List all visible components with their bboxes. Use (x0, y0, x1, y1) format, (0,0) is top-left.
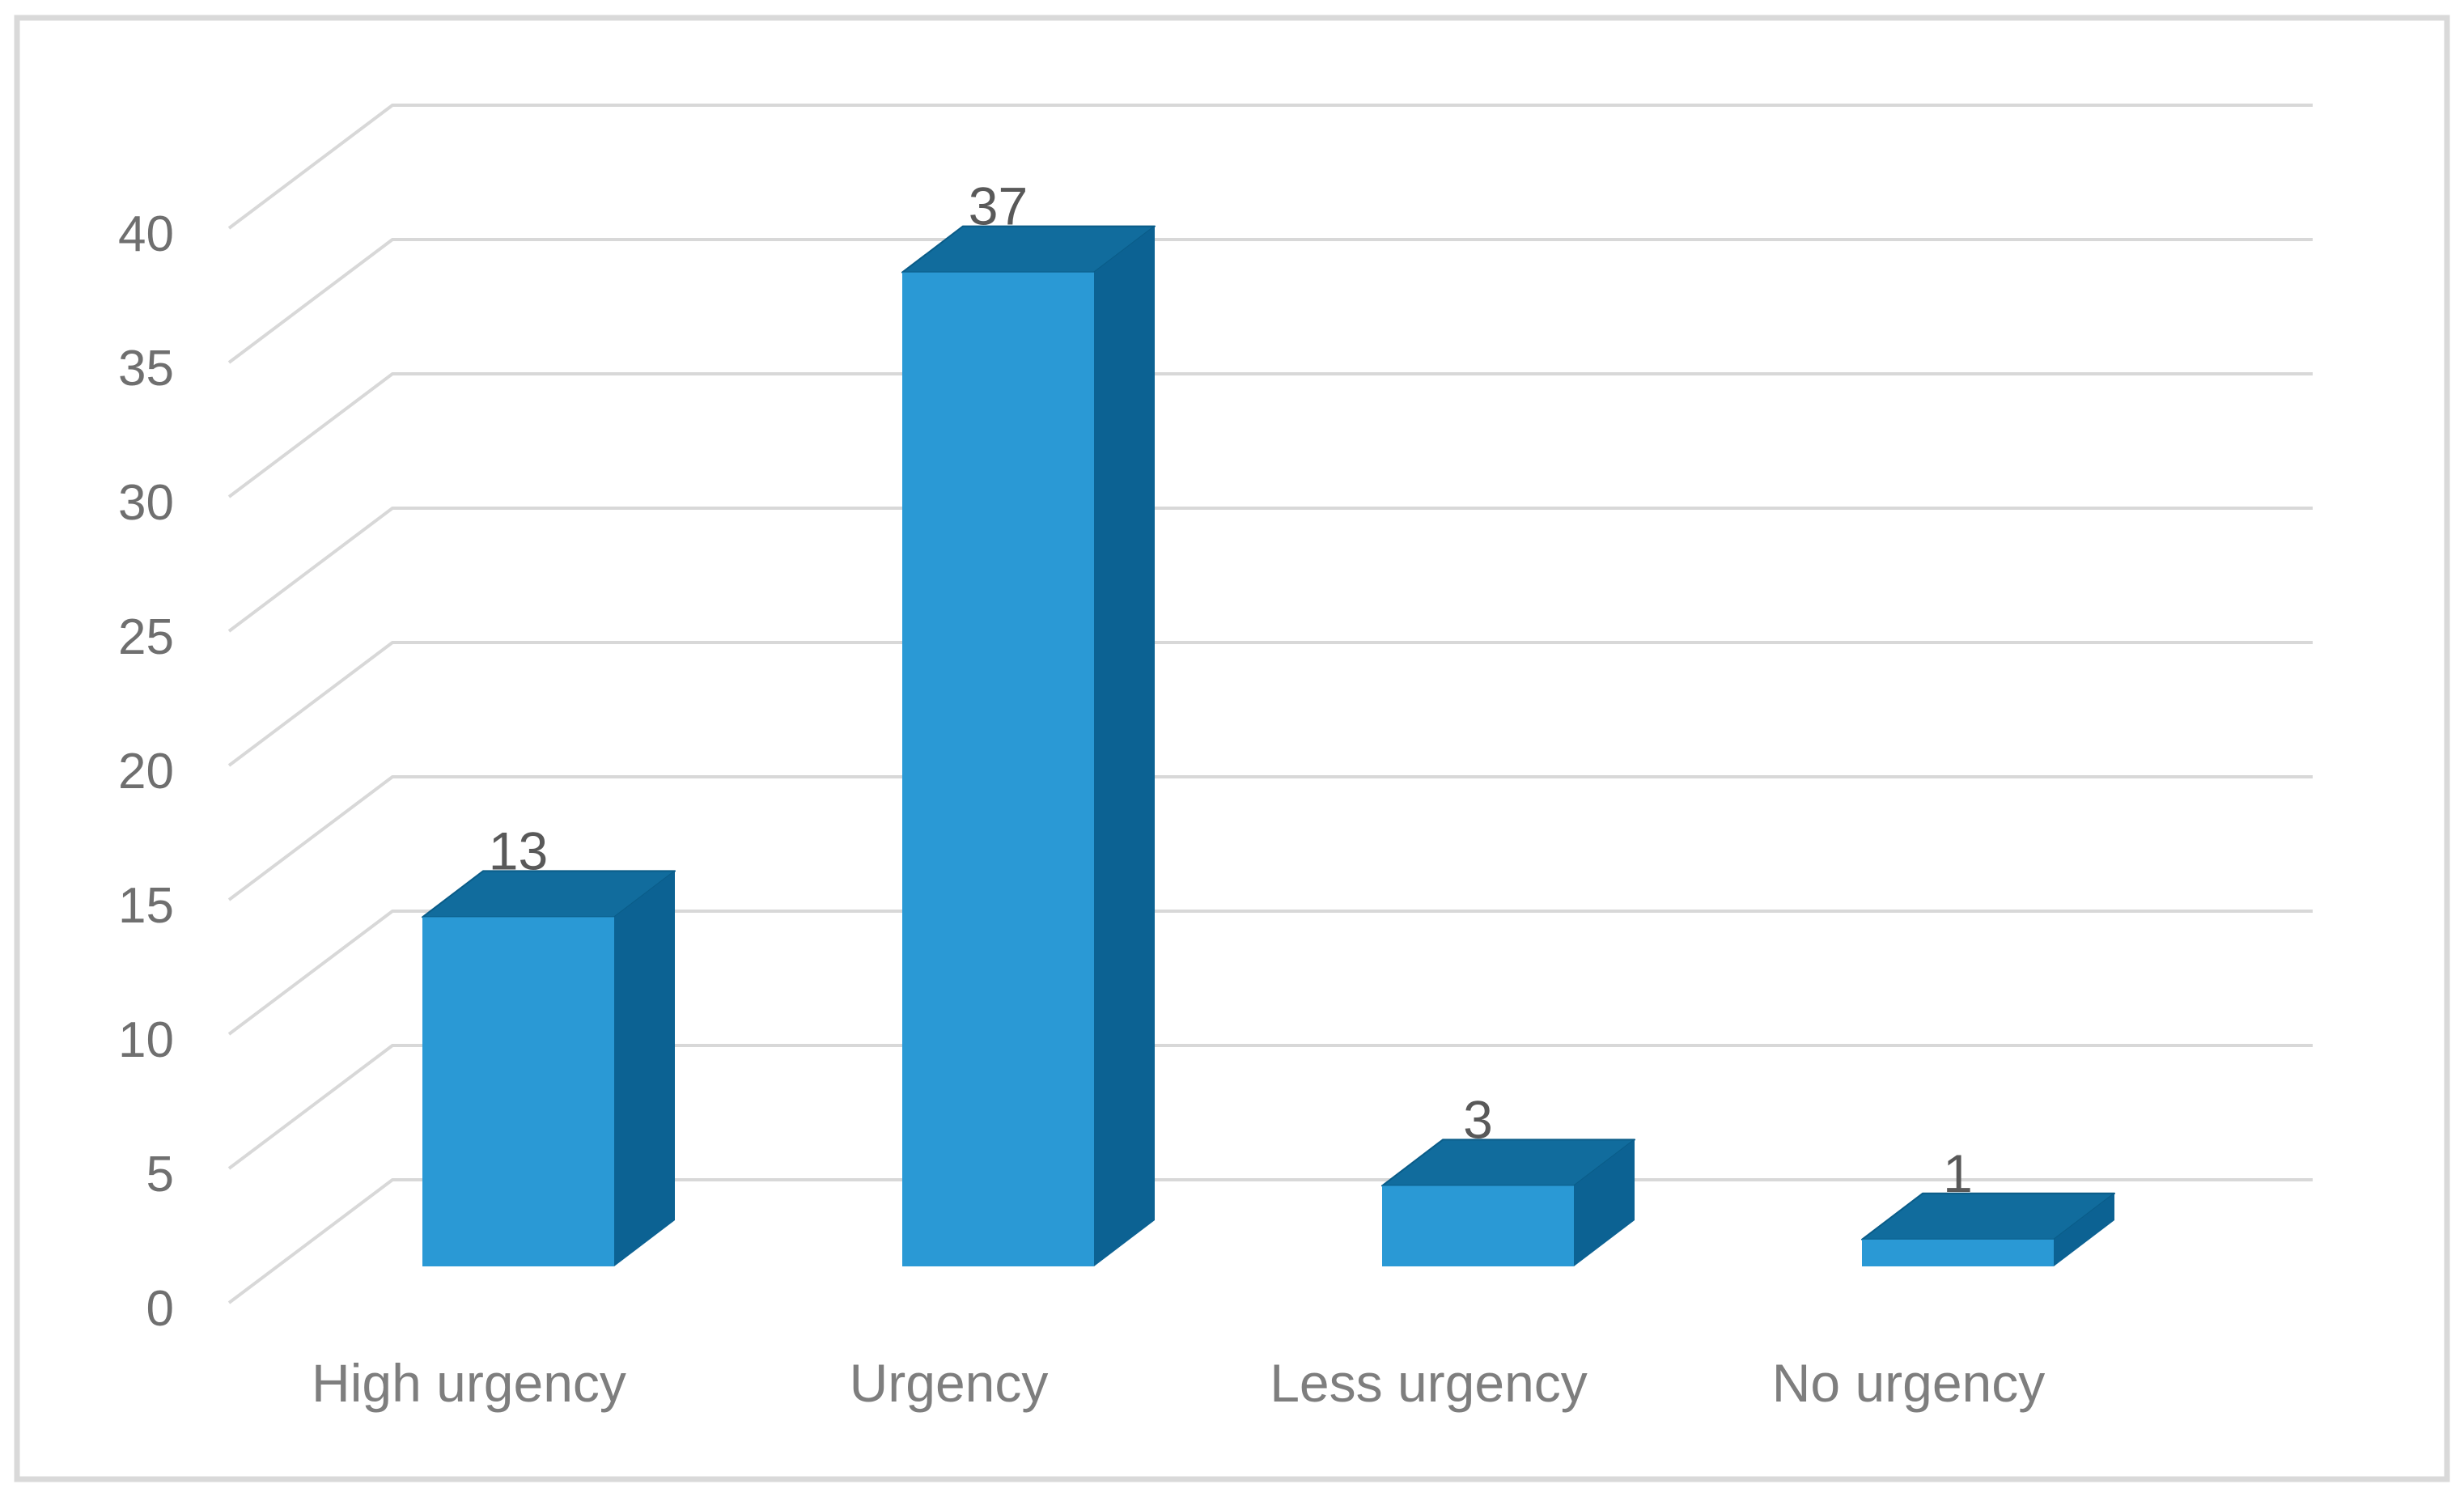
bar-series-column (1381, 1139, 1635, 1266)
gridline (227, 104, 2313, 230)
bar-front-face (902, 272, 1094, 1267)
gridline (227, 238, 2313, 364)
gridline (227, 775, 2313, 901)
bar-series-column (901, 225, 1156, 1267)
bar-side-face (1574, 1139, 1635, 1266)
gridline (227, 507, 2313, 633)
gridline (227, 910, 2313, 1036)
bar-front-face (422, 917, 614, 1266)
bar-side-face (614, 871, 675, 1266)
bar-series-column (1861, 1192, 2115, 1266)
x-axis-category-label: Urgency (850, 1353, 1049, 1413)
gridline (227, 1178, 2313, 1304)
bar-front-face (1382, 1185, 1574, 1266)
chart-frame-border (14, 15, 2450, 1482)
bar-front-face (1862, 1239, 2054, 1266)
x-axis-category-label: High urgency (312, 1353, 626, 1413)
y-axis-tick-label: 25 (118, 609, 174, 665)
gridline (227, 372, 2313, 498)
data-label: 13 (489, 821, 548, 880)
gridline (227, 1044, 2313, 1170)
y-axis-tick-label: 30 (118, 475, 174, 531)
y-axis-tick-label: 5 (146, 1147, 174, 1202)
data-label: 3 (1463, 1089, 1493, 1149)
x-axis-category-label: No urgency (1772, 1353, 2046, 1413)
gridline (227, 641, 2313, 767)
y-axis-tick-label: 40 (118, 206, 174, 262)
y-axis-tick-label: 20 (118, 744, 174, 799)
x-axis-category-label: Less urgency (1270, 1353, 1588, 1413)
data-label: 37 (969, 176, 1028, 236)
bar-side-face (2054, 1193, 2114, 1266)
y-axis-tick-label: 0 (146, 1281, 174, 1337)
y-axis-tick-label: 15 (118, 878, 174, 934)
y-axis-tick-label: 10 (118, 1012, 174, 1068)
y-axis-tick-label: 35 (118, 341, 174, 397)
data-label: 1 (1943, 1143, 1973, 1203)
bar-series-column (422, 870, 676, 1266)
bar-side-face (1094, 226, 1155, 1267)
